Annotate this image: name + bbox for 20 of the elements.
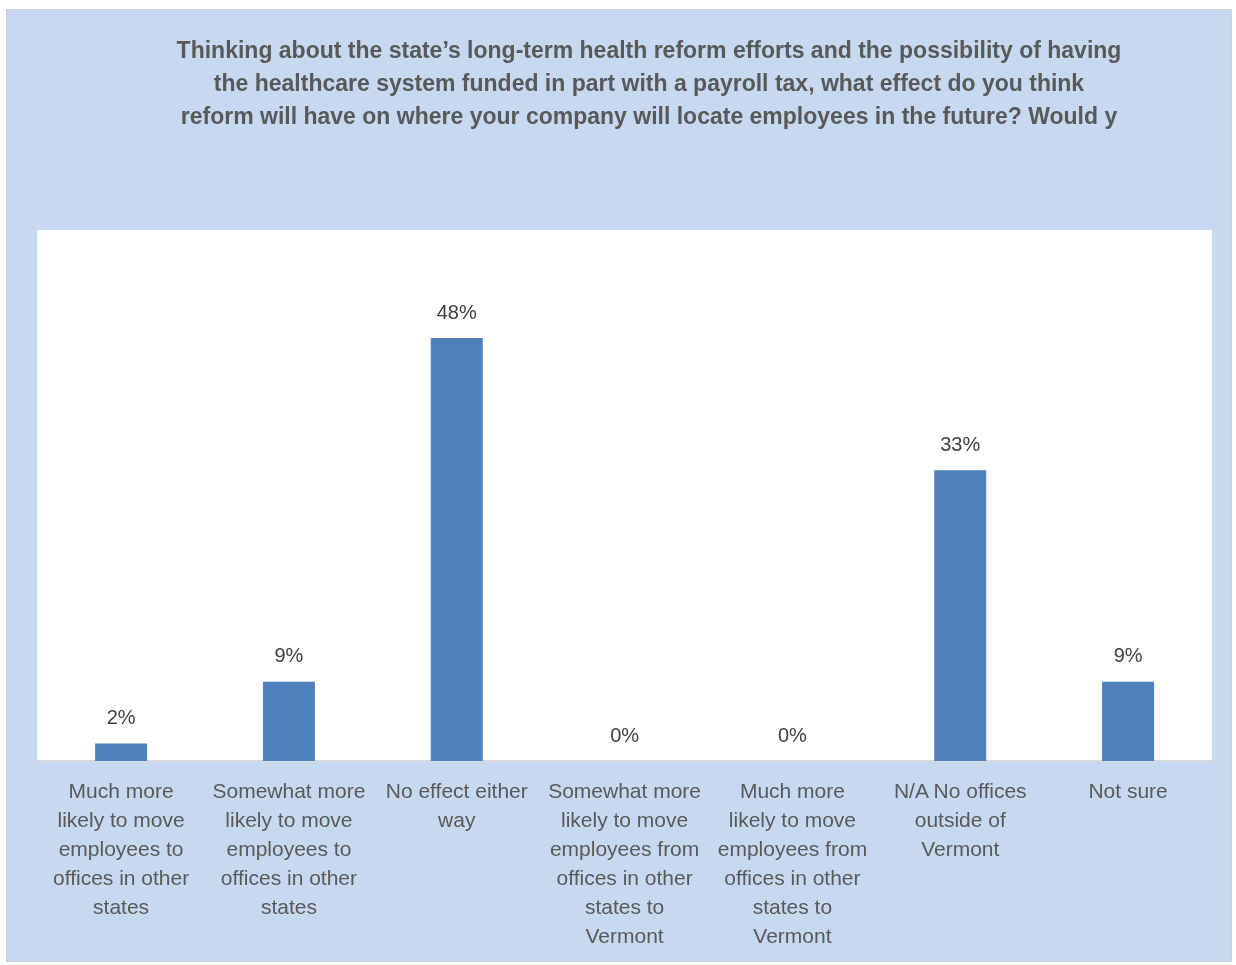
x-tick-label: Much more likely to move employees to offices in other states: [52, 779, 190, 919]
x-tick-label: Somewhat more likely to move employees from offices in other states to Vermont: [548, 779, 702, 948]
chart-title: Thinking about the state’s long-term health reform efforts and the possibility of having the healthcare system funded in part with a payroll tax, what effect do you think reform will have on where your company will locate employees in the future? Would y: [175, 36, 1123, 131]
x-tick-label: No effect either way: [385, 779, 528, 832]
x-tick-label: Much more likely to move employees from offices in other states to Vermont: [717, 779, 868, 948]
data-label: 9%: [1113, 644, 1143, 667]
x-tick-label: Somewhat more likely to move employees to offices in other states: [212, 779, 366, 919]
bar: [95, 743, 148, 762]
bar: [1102, 681, 1155, 762]
data-label: 33%: [940, 432, 981, 455]
bar: [262, 681, 315, 762]
data-label: 9%: [274, 644, 304, 667]
x-tick-label: N/A No offices outside of Vermont: [893, 779, 1027, 861]
bar: [934, 470, 987, 762]
x-tick-label: Not sure: [1088, 779, 1168, 803]
bar: [430, 338, 483, 762]
data-label: 0%: [610, 723, 640, 746]
data-label: 48%: [436, 300, 477, 323]
data-label: 0%: [777, 723, 808, 746]
data-label: 2%: [106, 706, 136, 729]
